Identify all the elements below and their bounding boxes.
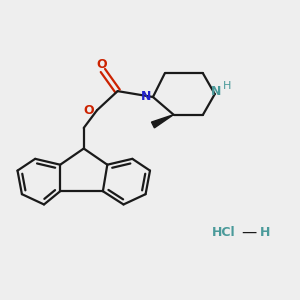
Text: H: H (260, 226, 270, 239)
Text: O: O (83, 104, 94, 117)
Polygon shape (152, 115, 174, 128)
Text: —: — (241, 225, 256, 240)
Text: N: N (141, 91, 152, 103)
Text: H: H (223, 81, 231, 91)
Text: O: O (96, 58, 107, 70)
Text: N: N (211, 85, 221, 98)
Text: HCl: HCl (212, 226, 236, 239)
